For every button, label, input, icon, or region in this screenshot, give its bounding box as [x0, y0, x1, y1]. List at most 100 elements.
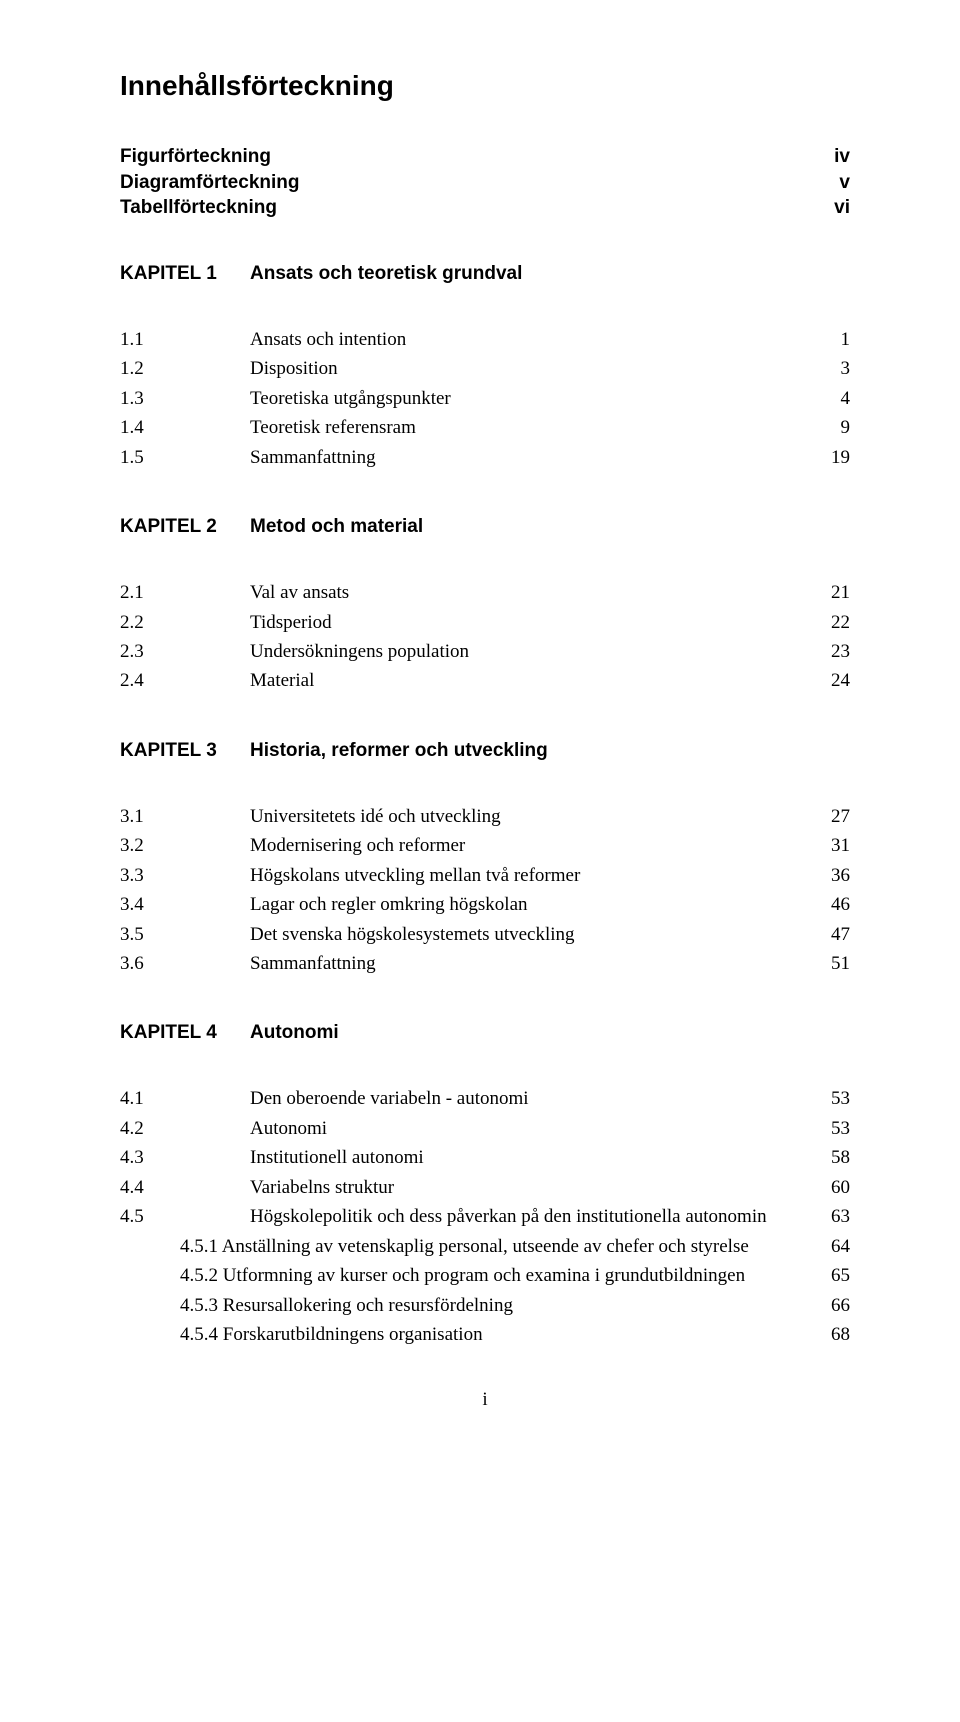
- toc-num: 2.1: [120, 578, 250, 607]
- chapter-heading: KAPITEL 3 Historia, reformer och utveckl…: [120, 740, 850, 762]
- toc-num: 4.5: [120, 1202, 250, 1231]
- frontmatter: Figurförteckning iv Diagramförteckning v…: [120, 144, 850, 221]
- toc-page: 22: [819, 608, 850, 637]
- toc-row: 2.3Undersökningens population23: [120, 637, 850, 666]
- toc-row: 2.1Val av ansats21: [120, 578, 850, 607]
- toc-num: 3.1: [120, 802, 250, 831]
- toc-num: 1.2: [120, 354, 250, 383]
- chapter-title: Metod och material: [250, 516, 423, 538]
- toc-label: Den oberoende variabeln - autonomi: [250, 1084, 819, 1113]
- toc-num: 3.3: [120, 861, 250, 890]
- toc-row: 1.1Ansats och intention1: [120, 325, 850, 354]
- toc-indent: [120, 1291, 180, 1320]
- front-page: v: [839, 170, 850, 196]
- toc-num: 1.3: [120, 384, 250, 413]
- toc-row: 4.1Den oberoende variabeln - autonomi53: [120, 1084, 850, 1113]
- chapter-sections: 3.1Universitetets idé och utveckling27 3…: [120, 802, 850, 979]
- page-title: Innehållsförteckning: [120, 70, 850, 102]
- toc-num: 2.3: [120, 637, 250, 666]
- front-label: Diagramförteckning: [120, 170, 299, 196]
- toc-page: 47: [819, 920, 850, 949]
- toc-label: Autonomi: [250, 1114, 819, 1143]
- toc-label: Sammanfattning: [250, 443, 819, 472]
- toc-num: 2.4: [120, 666, 250, 695]
- chapter-number: KAPITEL 2: [120, 516, 250, 538]
- toc-page: 3: [829, 354, 851, 383]
- toc-page: 58: [819, 1143, 850, 1172]
- toc-num: 3.5: [120, 920, 250, 949]
- toc-sublabel: 4.5.4 Forskarutbildningens organisation: [180, 1320, 819, 1349]
- toc-label: Teoretisk referensram: [250, 413, 829, 442]
- toc-indent: [120, 1232, 180, 1261]
- toc-row: 1.3Teoretiska utgångspunkter4: [120, 384, 850, 413]
- toc-num: 1.5: [120, 443, 250, 472]
- toc-row: 3.2Modernisering och reformer31: [120, 831, 850, 860]
- toc-page: 66: [819, 1291, 850, 1320]
- toc-sublabel: 4.5.2 Utformning av kurser och program o…: [180, 1261, 819, 1290]
- toc-label: Val av ansats: [250, 578, 819, 607]
- chapter-heading: KAPITEL 2 Metod och material: [120, 516, 850, 538]
- toc-page: 1: [829, 325, 851, 354]
- toc-page: 46: [819, 890, 850, 919]
- toc-row: 4.2Autonomi53: [120, 1114, 850, 1143]
- toc-row: 3.1Universitetets idé och utveckling27: [120, 802, 850, 831]
- toc-label: Sammanfattning: [250, 949, 819, 978]
- chapter-heading: KAPITEL 4 Autonomi: [120, 1022, 850, 1044]
- chapter-number: KAPITEL 4: [120, 1022, 250, 1044]
- chapter-number: KAPITEL 3: [120, 740, 250, 762]
- front-row: Figurförteckning iv: [120, 144, 850, 170]
- toc-row: 1.5Sammanfattning19: [120, 443, 850, 472]
- front-row: Tabellförteckning vi: [120, 195, 850, 221]
- toc-num: 4.1: [120, 1084, 250, 1113]
- toc-row: 3.3Högskolans utveckling mellan två refo…: [120, 861, 850, 890]
- toc-label: Högskolepolitik och dess påverkan på den…: [250, 1202, 819, 1231]
- toc-indent: [120, 1261, 180, 1290]
- front-label: Figurförteckning: [120, 144, 271, 170]
- toc-page: 64: [819, 1232, 850, 1261]
- toc-indent: [120, 1320, 180, 1349]
- toc-page: 21: [819, 578, 850, 607]
- toc-num: 4.3: [120, 1143, 250, 1172]
- toc-label: Ansats och intention: [250, 325, 829, 354]
- toc-page: 24: [819, 666, 850, 695]
- toc-label: Teoretiska utgångspunkter: [250, 384, 829, 413]
- toc-label: Lagar och regler omkring högskolan: [250, 890, 819, 919]
- toc-page: 53: [819, 1114, 850, 1143]
- front-label: Tabellförteckning: [120, 195, 277, 221]
- toc-label: Material: [250, 666, 819, 695]
- toc-label: Variabelns struktur: [250, 1173, 819, 1202]
- toc-page: 27: [819, 802, 850, 831]
- toc-label: Undersökningens population: [250, 637, 819, 666]
- toc-subrow: 4.5.1 Anställning av vetenskaplig person…: [120, 1232, 850, 1261]
- toc-num: 4.4: [120, 1173, 250, 1202]
- front-page: vi: [834, 195, 850, 221]
- toc-label: Modernisering och reformer: [250, 831, 819, 860]
- toc-row: 3.6Sammanfattning51: [120, 949, 850, 978]
- toc-label: Högskolans utveckling mellan två reforme…: [250, 861, 819, 890]
- toc-label: Universitetets idé och utveckling: [250, 802, 819, 831]
- toc-num: 3.6: [120, 949, 250, 978]
- toc-row: 1.4Teoretisk referensram9: [120, 413, 850, 442]
- toc-page: 31: [819, 831, 850, 860]
- toc-page: 51: [819, 949, 850, 978]
- toc-subrow: 4.5.2 Utformning av kurser och program o…: [120, 1261, 850, 1290]
- toc-row: 2.2Tidsperiod22: [120, 608, 850, 637]
- front-row: Diagramförteckning v: [120, 170, 850, 196]
- toc-row: 4.5Högskolepolitik och dess påverkan på …: [120, 1202, 850, 1231]
- toc-label: Tidsperiod: [250, 608, 819, 637]
- toc-page: 68: [819, 1320, 850, 1349]
- toc-page: 23: [819, 637, 850, 666]
- toc-label: Institutionell autonomi: [250, 1143, 819, 1172]
- toc-page: 65: [819, 1261, 850, 1290]
- toc-label: Disposition: [250, 354, 829, 383]
- toc-subrow: 4.5.3 Resursallokering och resursfördeln…: [120, 1291, 850, 1320]
- toc-row: 4.3Institutionell autonomi58: [120, 1143, 850, 1172]
- toc-page: 9: [829, 413, 851, 442]
- toc-num: 1.4: [120, 413, 250, 442]
- chapter-number: KAPITEL 1: [120, 263, 250, 285]
- chapter-sections: 4.1Den oberoende variabeln - autonomi53 …: [120, 1084, 850, 1349]
- toc-page: 63: [819, 1202, 850, 1231]
- toc-row: 3.5Det svenska högskolesystemets utveckl…: [120, 920, 850, 949]
- toc-num: 4.2: [120, 1114, 250, 1143]
- toc-row: 1.2Disposition3: [120, 354, 850, 383]
